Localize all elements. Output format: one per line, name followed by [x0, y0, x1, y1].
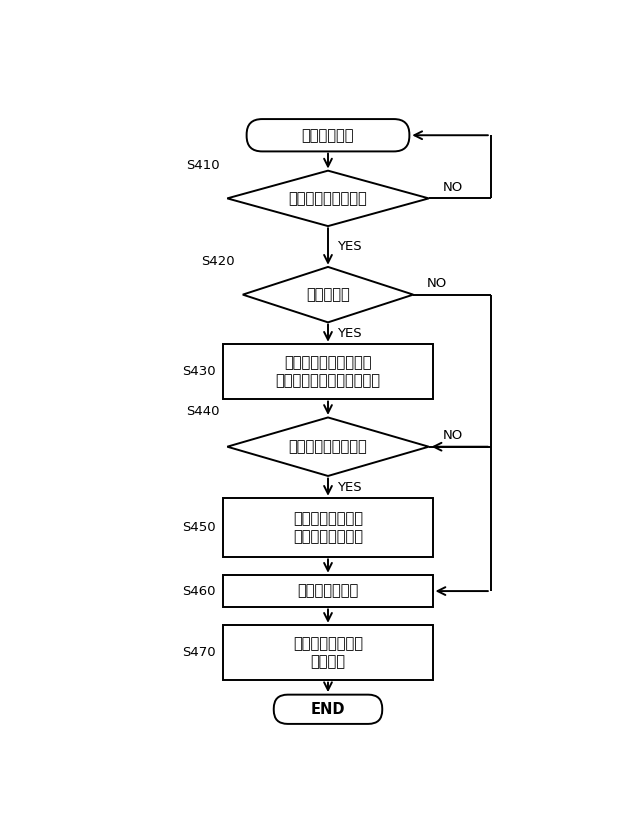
Text: YES: YES [337, 327, 362, 340]
Text: S460: S460 [182, 585, 216, 598]
Text: 変更内容を記録: 変更内容を記録 [298, 584, 358, 599]
Text: S470: S470 [182, 646, 216, 659]
Text: END: END [311, 702, 345, 717]
Text: YES: YES [337, 481, 362, 494]
Bar [223, 344, 433, 400]
Text: YES: YES [337, 240, 362, 253]
Text: S430: S430 [182, 365, 216, 378]
Text: S450: S450 [182, 521, 216, 534]
Bar [223, 575, 433, 607]
Text: 表示中画像に対応する
条件の優先順位を低く変更: 表示中画像に対応する 条件の優先順位を低く変更 [275, 355, 381, 388]
FancyBboxPatch shape [246, 119, 410, 152]
Text: S410: S410 [186, 159, 220, 172]
Text: 手入力による変更？: 手入力による変更？ [289, 439, 367, 455]
Text: 表示方法設定処理
を再起動: 表示方法設定処理 を再起動 [293, 636, 363, 669]
Bar [223, 625, 433, 681]
Text: 表示変更？: 表示変更？ [306, 287, 350, 302]
Text: NO: NO [443, 181, 463, 194]
Polygon shape [227, 170, 429, 226]
Text: NO: NO [428, 278, 447, 291]
Text: 表示設定処理: 表示設定処理 [301, 128, 355, 143]
Bar [223, 498, 433, 557]
Polygon shape [227, 418, 429, 476]
Text: 指示に従って条件
や優先順位を変更: 指示に従って条件 や優先順位を変更 [293, 511, 363, 544]
FancyBboxPatch shape [274, 695, 382, 724]
Text: NO: NO [443, 429, 463, 442]
Text: S420: S420 [202, 255, 235, 268]
Text: S440: S440 [186, 405, 220, 419]
Text: 表示設定指令あり？: 表示設定指令あり？ [289, 191, 367, 206]
Polygon shape [243, 267, 413, 323]
